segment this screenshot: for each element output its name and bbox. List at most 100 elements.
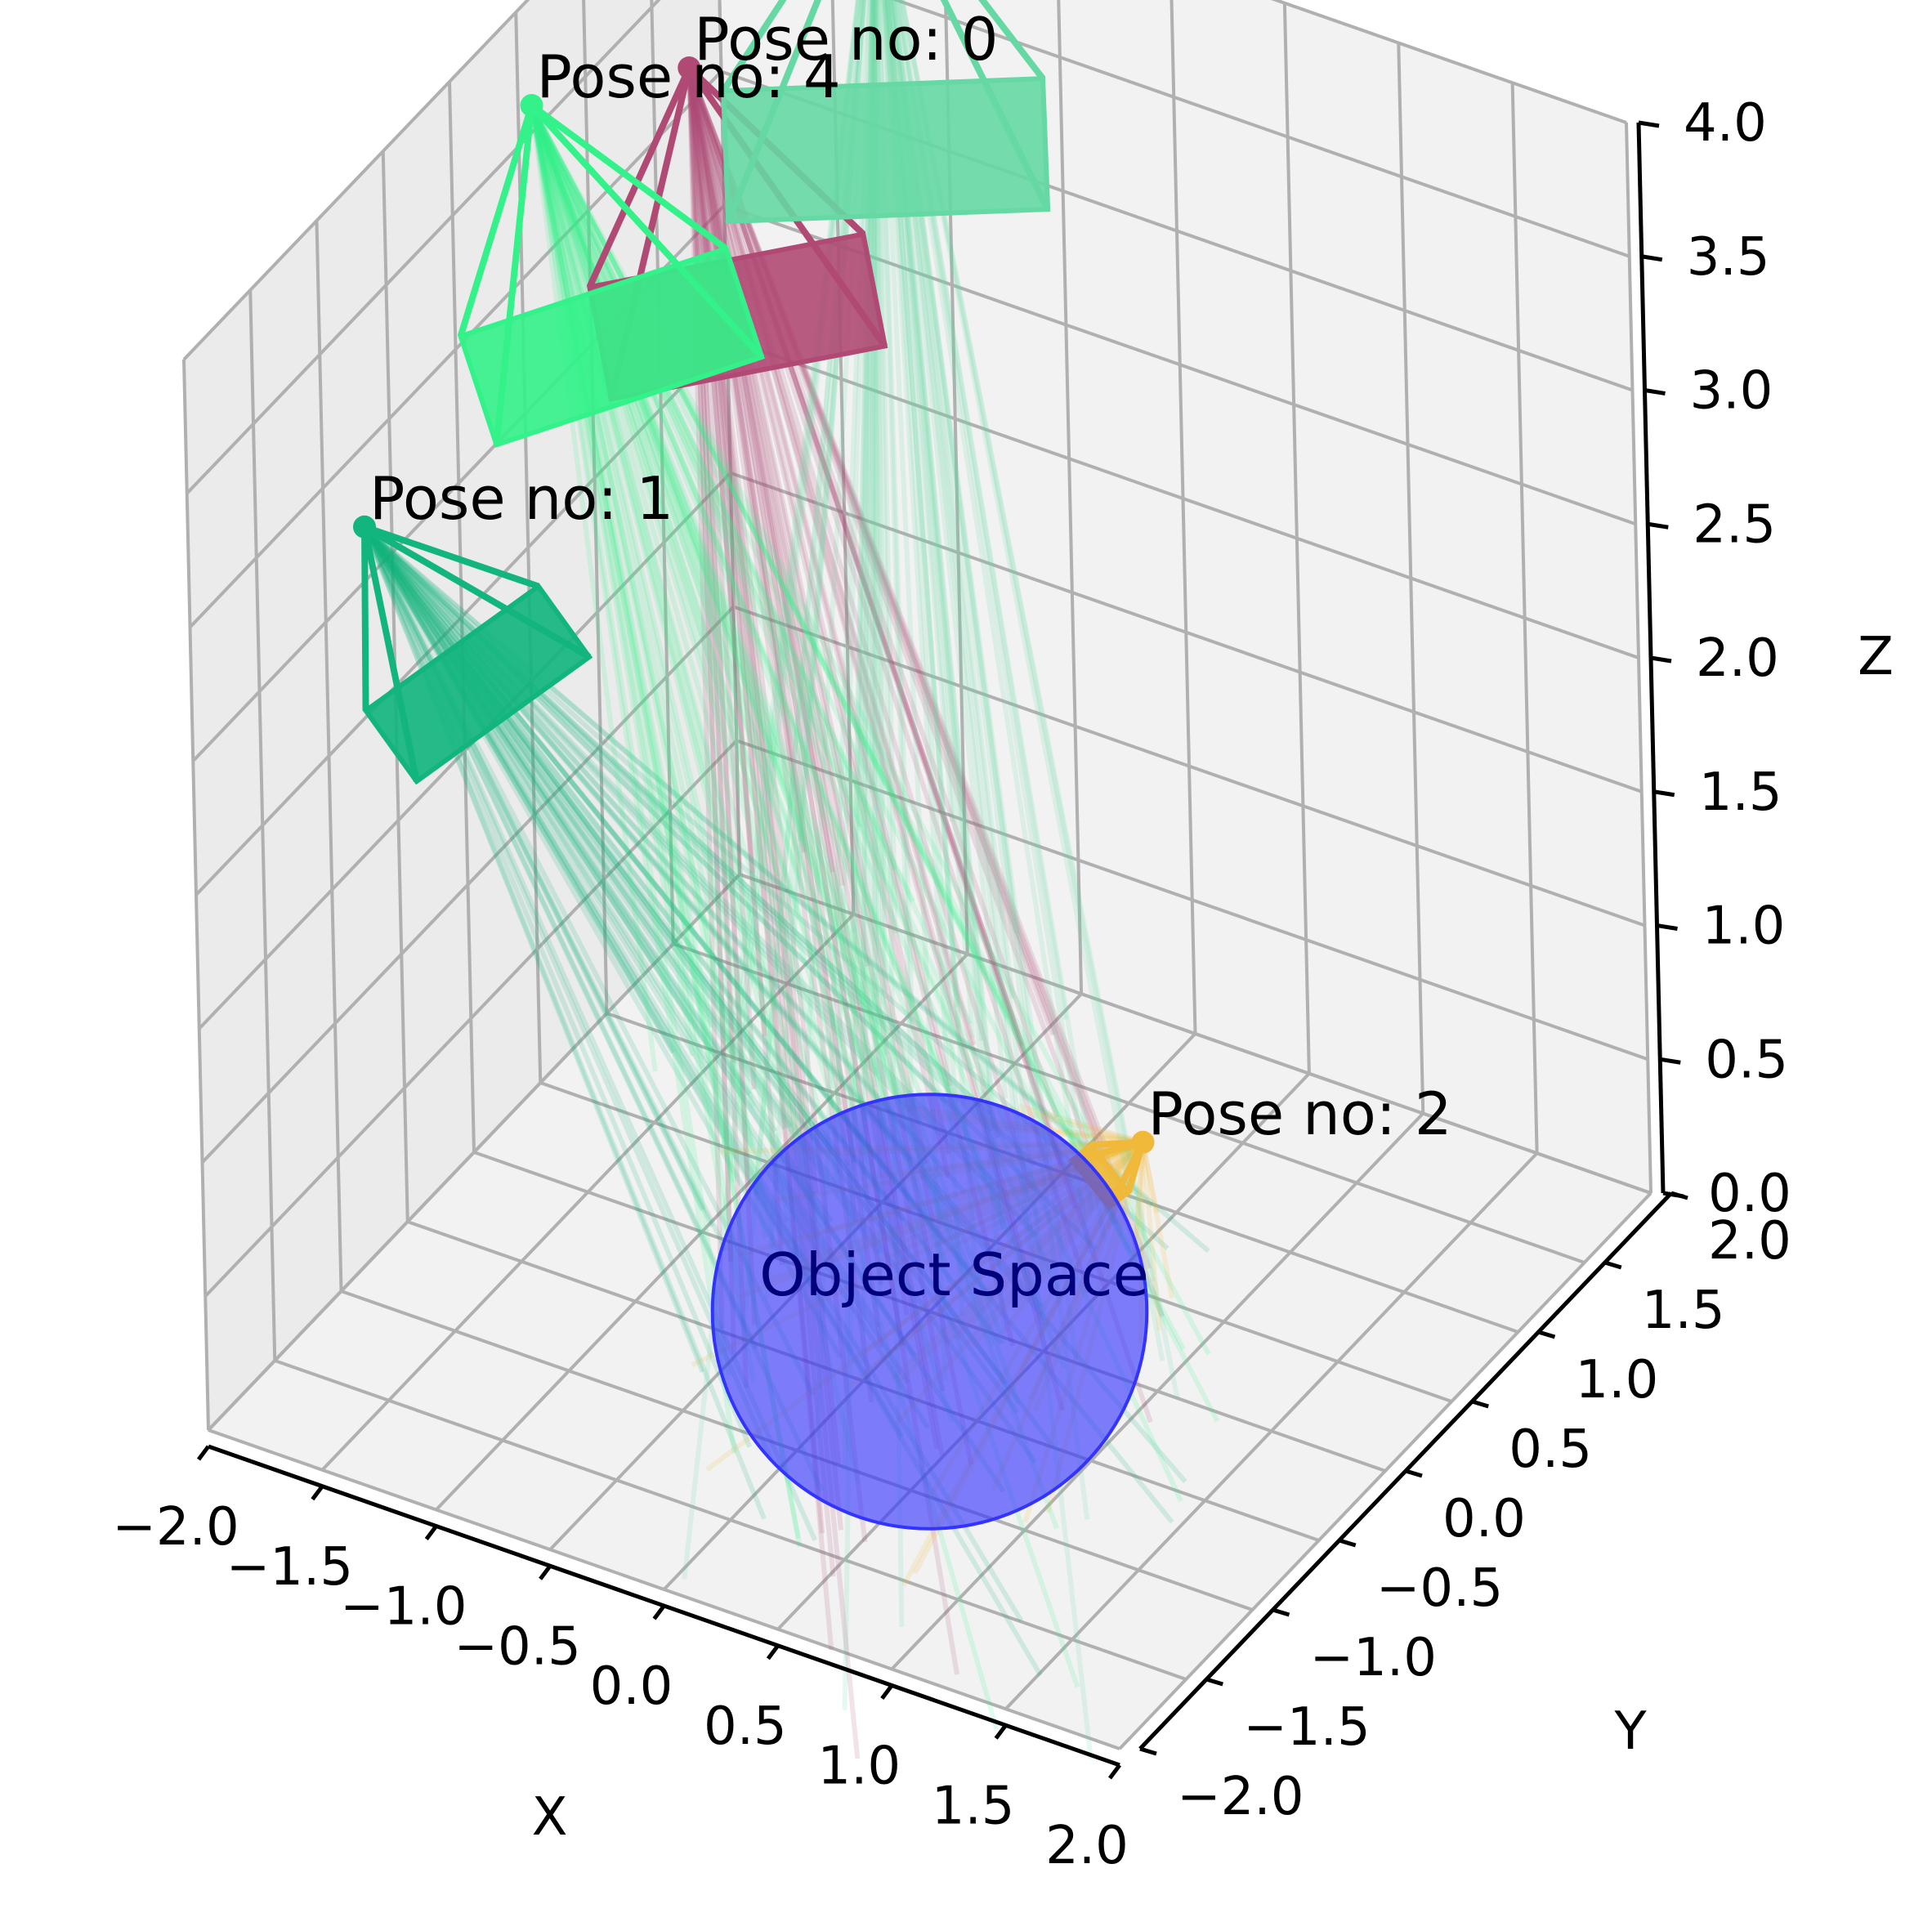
ray-pose-3 [803,0,870,1077]
ray-pose-1 [362,525,914,1162]
ray-pose-0 [686,67,1032,1068]
frustum-edge [361,525,420,782]
ray-pose-4 [529,105,737,1183]
ray-pose-3 [884,0,984,1041]
ray-pose-4 [529,105,754,1149]
ray-pose-4 [529,105,714,1028]
z-tick [1653,789,1675,798]
frustum-edge [363,523,540,590]
ray-pose-0 [686,67,1063,1166]
ray-pose-1 [362,525,924,1124]
ray-pose-0 [686,67,757,1090]
frustum-edge [978,0,1046,81]
grid-line-z-back [1271,0,1627,124]
ray-pose-4 [529,105,769,1239]
ray-pose-1 [362,525,778,1133]
object-space-layer [710,1093,1149,1531]
ray-pose-3 [851,0,874,933]
x-tick [424,1525,438,1540]
ray-pose-4 [529,105,740,1178]
y-tick-label: 2.0 [1708,1211,1791,1272]
y-tick [1537,1330,1556,1339]
z-tick-label: 4.0 [1684,93,1767,154]
z-tick-label: 1.0 [1702,896,1786,957]
grid-line-z-left [198,472,732,1030]
grid-line-z-left [186,0,661,495]
frustum-edge [361,526,369,711]
ray-pose-1 [362,525,982,1108]
grid-line-z-left [189,70,722,628]
x-tick-label: 1.5 [932,1776,1015,1836]
frustum-edge [529,103,765,360]
z-tick-label: 2.0 [1696,628,1779,689]
grid-line-z-left [203,739,738,1298]
y-tick-label: −0.5 [1376,1558,1503,1619]
ray-pose-3 [873,0,888,993]
ray-pose-3 [888,0,1016,999]
pose-marker [678,56,701,79]
y-tick-label: −1.5 [1243,1697,1370,1758]
y-tick [1272,1607,1290,1617]
x-tick [1108,1763,1121,1780]
y-tick-label: −1.0 [1310,1628,1437,1688]
ray-pose-1 [362,525,729,1252]
ray-pose-3 [876,0,915,1021]
grid-line-z-back [727,337,1639,659]
ray-pose-3 [887,0,1008,1099]
pose-marker [520,94,543,117]
ray-pose-0 [686,67,1001,1139]
x-tick-label: −1.0 [340,1577,467,1638]
y-tick [1139,1746,1157,1756]
ray-pose-1 [362,525,992,1117]
ray-pose-3 [789,0,866,925]
y-tick [1205,1677,1223,1687]
ray-pose-0 [686,67,845,887]
grid-line-z-left [201,606,735,1164]
ray-pose-4 [529,105,658,1072]
ray-pose-4 [529,105,824,1231]
ray-pose-3 [873,0,887,1129]
y-tick-label: 0.5 [1509,1419,1592,1480]
ray-pose-1 [362,525,705,1373]
ray-pose-3 [869,0,877,1020]
z-tick [1647,521,1669,530]
ray-pose-1 [362,525,705,1211]
grid-line-z-back [732,605,1646,928]
ray-pose-1 [362,525,850,1168]
frustum-edge [586,66,692,288]
ray-pose-2 [1132,1142,1146,1256]
ray-pose-0 [686,67,951,1155]
z-tick-label: 3.5 [1687,227,1770,288]
ray-pose-0 [686,67,1025,1047]
grid-line-z-back [739,873,1652,1195]
ray-pose-3 [740,0,861,1018]
ray-pose-3 [859,0,876,1005]
ray-pose-3 [876,0,915,1129]
ray-pose-4 [529,105,781,877]
ray-pose-3 [872,0,879,1075]
ray-pose-1 [362,525,994,1133]
object-space-sphere [710,1093,1149,1531]
x-tick [197,1445,210,1461]
ray-pose-2 [1017,1103,1144,1145]
x-axis-title: X [532,1787,568,1848]
ray-pose-1 [362,525,789,1223]
ray-pose-1 [362,525,714,1054]
x-tick-label: 0.5 [704,1696,787,1757]
y-tick [1604,1260,1622,1270]
grid-line-z-back [723,203,1636,526]
z-tick-label: 2.5 [1693,494,1776,555]
ray-pose-4 [529,105,756,1108]
pose-label: Pose no: 2 [1148,1079,1452,1148]
ray-pose-4 [529,105,777,1011]
grid-line-y-floor [274,1359,1187,1681]
ray-pose-3 [874,0,898,934]
x-tick [994,1723,1008,1740]
y-tick-label: 1.5 [1642,1281,1725,1341]
ray-pose-0 [686,66,1105,1154]
camera-frusta [353,0,1155,1211]
ray-pose-4 [529,105,847,1145]
ray-pose-1 [362,525,787,1130]
